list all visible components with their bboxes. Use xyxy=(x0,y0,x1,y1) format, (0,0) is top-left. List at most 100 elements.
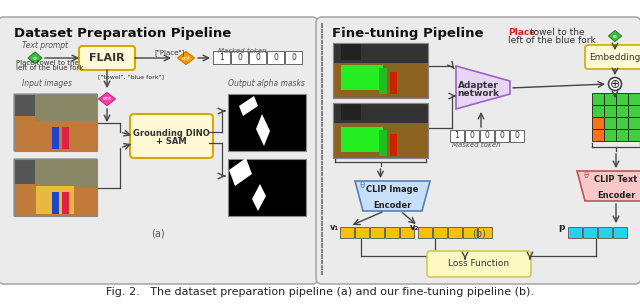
Text: ["Place"]: ["Place"] xyxy=(154,49,184,56)
Bar xyxy=(14,94,97,151)
Bar xyxy=(333,43,428,98)
Bar xyxy=(341,43,361,60)
Text: 0: 0 xyxy=(291,53,296,62)
Bar xyxy=(52,192,59,214)
Bar xyxy=(333,63,428,98)
Text: 1: 1 xyxy=(219,53,224,62)
Text: 0: 0 xyxy=(515,132,520,140)
Text: 0: 0 xyxy=(484,132,490,140)
Bar xyxy=(14,159,36,186)
Text: ⊕: ⊕ xyxy=(610,77,620,91)
Circle shape xyxy=(609,77,621,91)
FancyBboxPatch shape xyxy=(14,94,97,151)
FancyBboxPatch shape xyxy=(427,251,531,277)
Text: FLAIR: FLAIR xyxy=(89,53,125,63)
Text: e: e xyxy=(613,33,617,39)
Bar xyxy=(52,127,59,149)
Bar xyxy=(450,130,464,142)
FancyBboxPatch shape xyxy=(0,17,318,284)
Text: towel to the: towel to the xyxy=(530,28,584,37)
Bar xyxy=(370,227,384,238)
Bar xyxy=(14,94,97,116)
Bar xyxy=(390,72,397,94)
Text: θ: θ xyxy=(360,181,365,190)
Text: Encoder: Encoder xyxy=(597,192,635,200)
Text: Text prompt: Text prompt xyxy=(22,41,68,50)
Bar xyxy=(495,130,509,142)
Text: v₂: v₂ xyxy=(410,223,419,232)
FancyBboxPatch shape xyxy=(585,45,640,69)
Text: Place towel to the: Place towel to the xyxy=(16,60,79,66)
Bar xyxy=(465,130,479,142)
Bar xyxy=(604,117,616,129)
Bar xyxy=(249,51,266,64)
Polygon shape xyxy=(456,66,510,109)
Text: e: e xyxy=(33,55,37,61)
Bar xyxy=(418,227,432,238)
Text: ["towel", "blue fork"]: ["towel", "blue fork"] xyxy=(98,74,164,79)
Text: Masked token: Masked token xyxy=(452,142,500,148)
Text: left of the blue fork: left of the blue fork xyxy=(16,65,83,71)
Bar xyxy=(613,227,627,238)
Polygon shape xyxy=(355,181,430,211)
Bar xyxy=(14,111,97,151)
Bar xyxy=(333,123,428,158)
Bar xyxy=(341,103,361,120)
FancyBboxPatch shape xyxy=(130,114,213,158)
Bar xyxy=(228,159,306,216)
Text: + SAM: + SAM xyxy=(156,136,186,145)
Bar xyxy=(592,117,604,129)
Bar xyxy=(448,227,462,238)
Bar xyxy=(333,103,428,158)
Polygon shape xyxy=(577,171,640,201)
Bar xyxy=(14,176,97,216)
Text: 0: 0 xyxy=(470,132,474,140)
Bar xyxy=(333,43,428,98)
Text: (b): (b) xyxy=(472,228,486,238)
Bar xyxy=(598,227,612,238)
Bar xyxy=(285,51,302,64)
Bar xyxy=(35,159,97,188)
Bar xyxy=(604,93,616,105)
Bar xyxy=(400,227,414,238)
Polygon shape xyxy=(252,184,266,211)
Bar xyxy=(616,93,628,105)
Bar xyxy=(463,227,477,238)
Bar xyxy=(433,227,447,238)
Polygon shape xyxy=(99,92,115,106)
Text: Output alpha masks: Output alpha masks xyxy=(228,79,305,88)
Text: 0: 0 xyxy=(273,53,278,62)
Text: 0: 0 xyxy=(237,53,242,62)
Bar xyxy=(14,94,36,121)
Bar xyxy=(341,127,383,152)
Bar xyxy=(35,94,97,121)
Bar xyxy=(379,68,387,94)
Bar xyxy=(333,43,428,63)
Text: 0: 0 xyxy=(500,132,504,140)
Bar xyxy=(604,129,616,141)
Bar xyxy=(592,105,604,117)
Text: ent: ent xyxy=(182,55,191,61)
Bar xyxy=(14,159,97,216)
Text: CLIP Text: CLIP Text xyxy=(595,174,637,184)
Bar xyxy=(333,103,428,123)
Text: Adapter: Adapter xyxy=(458,81,499,91)
Bar xyxy=(390,134,397,156)
Bar xyxy=(333,103,428,158)
Text: Encoder: Encoder xyxy=(373,201,412,211)
Bar xyxy=(14,159,97,184)
Bar xyxy=(36,186,74,214)
Bar xyxy=(628,129,640,141)
Polygon shape xyxy=(229,158,252,186)
Text: Place: Place xyxy=(508,28,536,37)
FancyBboxPatch shape xyxy=(14,159,97,216)
Bar xyxy=(228,94,306,151)
Bar xyxy=(583,227,597,238)
Text: θ: θ xyxy=(583,171,588,180)
Bar xyxy=(616,129,628,141)
Polygon shape xyxy=(28,52,42,64)
Bar xyxy=(592,93,604,105)
Text: Dataset Preparation Pipeline: Dataset Preparation Pipeline xyxy=(14,28,231,40)
Bar xyxy=(568,227,582,238)
Text: left of the blue fork: left of the blue fork xyxy=(508,36,596,45)
